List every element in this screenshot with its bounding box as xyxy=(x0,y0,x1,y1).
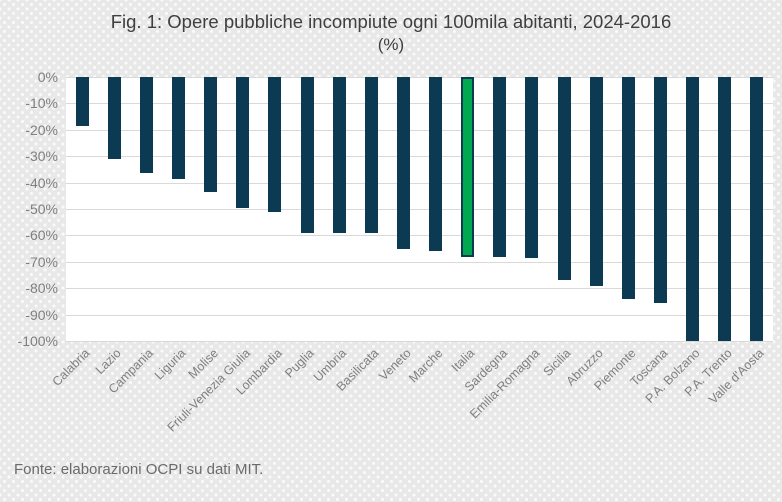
bar xyxy=(750,77,764,341)
y-tick-label: -70% xyxy=(25,253,58,270)
y-tick-label: -10% xyxy=(25,95,58,112)
bar xyxy=(396,77,410,249)
gridline xyxy=(66,209,773,210)
bar xyxy=(171,77,185,179)
source-note: Fonte: elaborazioni OCPI su dati MIT. xyxy=(14,461,264,478)
bar xyxy=(589,77,603,286)
y-tick-label: -30% xyxy=(25,148,58,165)
y-tick-label: -100% xyxy=(17,333,58,349)
plot-area xyxy=(66,77,773,342)
chart-title: Fig. 1: Opere pubbliche incompiute ogni … xyxy=(110,11,672,32)
bar xyxy=(107,77,121,159)
bar xyxy=(364,77,378,233)
y-tick-label: -40% xyxy=(25,174,58,191)
gridline xyxy=(66,341,773,342)
bar xyxy=(268,77,282,212)
y-tick-label: -60% xyxy=(25,227,58,244)
bar-highlighted-italia xyxy=(461,77,475,257)
bar xyxy=(621,77,635,299)
bar xyxy=(493,77,507,257)
y-tick-label: -80% xyxy=(25,280,58,297)
x-tick-label: Liguria xyxy=(151,346,189,383)
y-tick-label: -20% xyxy=(25,121,58,138)
x-tick-label: Italia xyxy=(449,346,478,375)
chart-subtitle: (%) xyxy=(377,35,405,54)
bar xyxy=(236,77,250,208)
bar xyxy=(75,77,89,126)
y-tick-label: 0% xyxy=(37,69,58,85)
x-tick-label: Marche xyxy=(406,346,446,386)
gridline xyxy=(66,103,773,105)
y-axis: 0% -10% -20% -30% -40% -50% -60% -70% -80% -90% -1… xyxy=(0,69,58,349)
bar xyxy=(654,77,668,303)
bar xyxy=(139,77,153,174)
y-tick-label: -90% xyxy=(25,306,58,323)
gridline xyxy=(66,156,773,158)
x-axis: Calabria Lazio Campania Liguria Molise Friuli… xyxy=(49,346,773,466)
bar xyxy=(525,77,539,258)
gridline xyxy=(66,235,773,237)
gridline xyxy=(66,77,773,78)
bar xyxy=(718,77,732,341)
gridline xyxy=(66,261,773,263)
bar xyxy=(557,77,571,281)
bar xyxy=(686,77,700,341)
bar xyxy=(204,77,218,192)
gridline xyxy=(66,288,773,290)
gridline xyxy=(66,129,773,131)
y-tick-label: -50% xyxy=(25,201,58,217)
gridline xyxy=(66,182,773,184)
bar xyxy=(332,77,346,233)
x-tick-label: Calabria xyxy=(49,346,92,389)
bar xyxy=(429,77,443,252)
chart-title-block: Fig. 1: Opere pubbliche incompiute ogni … xyxy=(0,10,782,55)
gridline xyxy=(66,314,773,316)
bar xyxy=(300,77,314,233)
